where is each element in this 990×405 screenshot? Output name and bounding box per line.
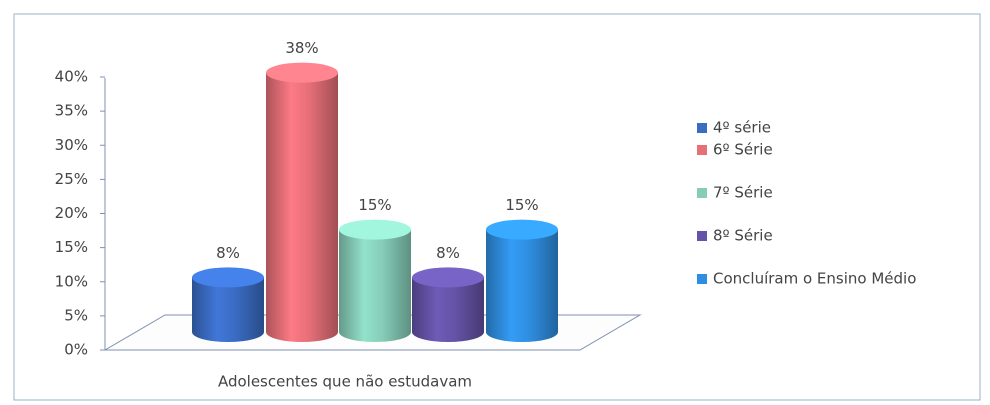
value-label: 15% (358, 196, 391, 214)
legend-label: 8º Série (713, 227, 773, 245)
y-tick-label: 0% (64, 341, 88, 359)
y-tick-label: 25% (55, 170, 88, 188)
bar-top (486, 219, 558, 240)
y-tick-label: 15% (55, 238, 88, 256)
y-tick-label: 35% (55, 102, 88, 120)
value-label: 15% (505, 196, 538, 214)
value-label: 8% (216, 244, 240, 262)
legend-label: 4º série (713, 119, 771, 137)
legend-swatch (697, 274, 707, 284)
y-tick-label: 40% (55, 68, 88, 86)
chart-frame (13, 13, 981, 401)
y-tick-label: 20% (55, 204, 88, 222)
legend-label: 7º Série (713, 184, 773, 202)
bar (339, 229, 411, 342)
legend-label: Concluíram o Ensino Médio (713, 270, 916, 288)
legend-label: 6º Série (713, 141, 773, 159)
bar (412, 277, 484, 342)
bar (486, 229, 558, 342)
bar-top (412, 267, 484, 288)
bar (192, 277, 264, 342)
x-tick-label: Adolescentes que não estudavam (218, 373, 472, 391)
bar (266, 72, 338, 343)
y-tick-label: 10% (55, 272, 88, 290)
legend-swatch (697, 188, 707, 198)
legend-swatch (697, 231, 707, 241)
value-label: 8% (436, 244, 460, 262)
legend-swatch (697, 145, 707, 155)
value-label: 38% (285, 39, 318, 57)
bar-top (266, 62, 338, 83)
y-tick-label: 30% (55, 136, 88, 154)
bar-top (192, 267, 264, 288)
legend-swatch (697, 123, 707, 133)
y-tick-label: 5% (64, 306, 88, 324)
bar-top (339, 219, 411, 240)
